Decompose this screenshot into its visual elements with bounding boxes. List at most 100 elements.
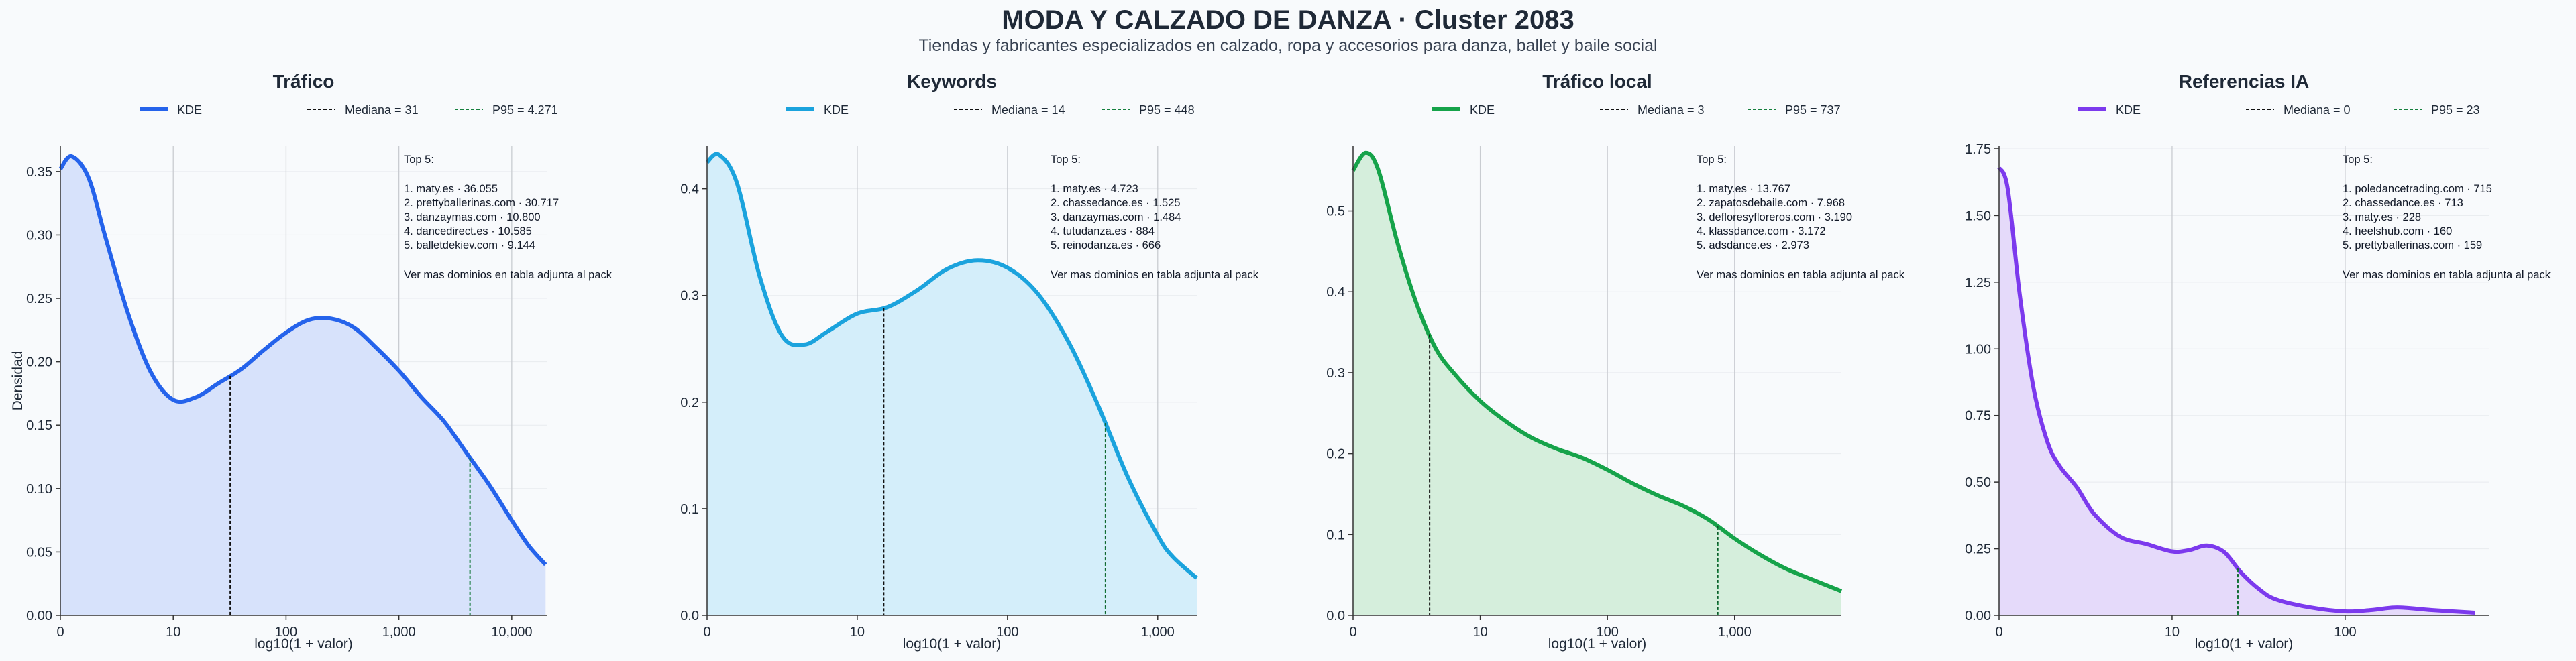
y-tick-label: 0.2	[680, 396, 699, 410]
x-tick-label: 0	[703, 625, 710, 640]
legend-kde-label: KDE	[1470, 103, 1495, 117]
annotation-item: 5. balletdekiev.com · 9.144	[404, 239, 535, 251]
x-tick-label: 10	[2165, 625, 2180, 640]
annotation-item: 4. tutudanza.es · 884	[1051, 225, 1155, 237]
annotation-item: 5. prettyballerinas.com · 159	[2343, 239, 2482, 251]
y-tick-label: 0.3	[1326, 366, 1345, 381]
x-tick-label: 10	[850, 625, 865, 640]
y-tick-label: 0.35	[26, 165, 52, 180]
annotation-footer: Ver mas dominios en tabla adjunta al pac…	[2343, 269, 2551, 281]
legend-median-label: Mediana = 0	[2284, 103, 2351, 117]
x-tick-label: 100	[1596, 625, 1618, 640]
annotation-item: 4. dancedirect.es · 10.585	[404, 225, 532, 237]
annotation-item: 2. zapatosdebaile.com · 7.968	[1697, 197, 1845, 209]
annotation-footer: Ver mas dominios en tabla adjunta al pac…	[1697, 269, 1905, 281]
x-axis-label: log10(1 + valor)	[254, 636, 353, 652]
annotation-item: 5. reinodanza.es · 666	[1051, 239, 1161, 251]
x-tick-label: 1,000	[1718, 625, 1752, 640]
y-tick-label: 0.25	[1965, 542, 1991, 557]
x-axis-label: log10(1 + valor)	[1548, 636, 1647, 652]
y-tick-label: 0.75	[1965, 409, 1991, 424]
y-tick-label: 0.0	[1326, 609, 1345, 623]
panel-title: Tráfico local	[1542, 71, 1652, 92]
annotation-item: 2. prettyballerinas.com · 30.717	[404, 197, 559, 209]
y-tick-label: 1.75	[1965, 142, 1991, 157]
annotation-item: 1. maty.es · 13.767	[1697, 183, 1790, 195]
legend-p95-label: P95 = 448	[1139, 103, 1195, 117]
annotation-footer: Ver mas dominios en tabla adjunta al pac…	[404, 269, 612, 281]
y-tick-label: 0.0	[680, 609, 699, 623]
x-tick-label: 1,000	[1141, 625, 1175, 640]
y-tick-label: 0.25	[26, 292, 52, 306]
y-axis-label: Densidad	[10, 351, 25, 411]
annotation-heading: Top 5:	[404, 154, 434, 166]
y-tick-label: 0.00	[1965, 609, 1991, 623]
chart-panel-2: Keywords KDE Mediana = 14 P95 = 448 0 10 100 1,…	[680, 71, 1259, 652]
y-tick-label: 0.20	[26, 355, 52, 370]
kde-line	[58, 154, 547, 566]
x-tick-label: 0	[56, 625, 64, 640]
kde-area	[1999, 167, 2475, 616]
y-tick-label: 1.00	[1965, 342, 1991, 357]
chart-panel-4: Referencias IA KDE Mediana = 0 P95 = 23 0 10 1…	[1965, 71, 2551, 652]
legend-median-label: Mediana = 31	[345, 103, 419, 117]
kde-line	[1997, 166, 2475, 615]
legend-p95-label: P95 = 4.271	[492, 103, 558, 117]
annotation-item: 3. danzaymas.com · 1.484	[1051, 211, 1181, 223]
annotation-item: 5. adsdance.es · 2.973	[1697, 239, 1809, 251]
x-axis-label: log10(1 + valor)	[903, 636, 1002, 652]
kde-area	[707, 154, 1197, 616]
page-title: MODA Y CALZADO DE DANZA · Cluster 2083	[1002, 5, 1574, 35]
annotation-item: 1. maty.es · 36.055	[404, 183, 498, 195]
y-tick-label: 0.10	[26, 482, 52, 497]
x-tick-label: 100	[275, 625, 297, 640]
chart-panel-3: Tráfico local KDE Mediana = 3 P95 = 737 0 10 1…	[1326, 71, 1905, 652]
x-tick-label: 1,000	[382, 625, 416, 640]
annotation-heading: Top 5:	[1697, 154, 1727, 166]
legend-p95-label: P95 = 737	[1785, 103, 1841, 117]
annotation-item: 2. chassedance.es · 713	[2343, 197, 2463, 209]
legend-kde-label: KDE	[177, 103, 202, 117]
annotation-heading: Top 5:	[2343, 154, 2373, 166]
annotation-item: 4. klassdance.com · 3.172	[1697, 225, 1826, 237]
x-tick-label: 0	[1349, 625, 1356, 640]
panel-title: Keywords	[907, 71, 997, 92]
y-tick-label: 0.2	[1326, 447, 1345, 462]
y-tick-label: 0.1	[1326, 528, 1345, 542]
x-tick-label: 10	[1472, 625, 1487, 640]
chart-panel-1: Tráfico KDE Mediana = 31 P95 = 4.271 0 10 100 1…	[10, 71, 612, 652]
y-tick-label: 1.25	[1965, 276, 1991, 290]
kde-area	[1353, 152, 1841, 615]
y-tick-label: 0.00	[26, 609, 52, 623]
annotation-item: 3. defloresyfloreros.com · 3.190	[1697, 211, 1852, 223]
y-tick-label: 1.50	[1965, 208, 1991, 223]
y-tick-label: 0.05	[26, 545, 52, 560]
x-tick-label: 0	[1995, 625, 2002, 640]
y-tick-label: 0.3	[680, 289, 699, 304]
x-axis-label: log10(1 + valor)	[2195, 636, 2294, 652]
legend-kde-label: KDE	[2116, 103, 2141, 117]
x-tick-label: 10,000	[491, 625, 532, 640]
annotation-footer: Ver mas dominios en tabla adjunta al pac…	[1051, 269, 1259, 281]
annotation-item: 3. danzaymas.com · 10.800	[404, 211, 541, 223]
kde-line	[1351, 150, 1843, 593]
y-tick-label: 0.15	[26, 418, 52, 433]
annotation-heading: Top 5:	[1051, 154, 1081, 166]
legend-median-label: Mediana = 14	[991, 103, 1065, 117]
panel-title: Tráfico	[273, 71, 335, 92]
x-tick-label: 100	[996, 625, 1018, 640]
y-tick-label: 0.4	[1326, 285, 1345, 300]
annotation-item: 1. poledancetrading.com · 715	[2343, 183, 2492, 195]
legend-median-label: Mediana = 3	[1638, 103, 1705, 117]
kde-line	[705, 152, 1198, 580]
y-tick-label: 0.4	[680, 182, 699, 197]
y-tick-label: 0.30	[26, 228, 52, 243]
y-tick-label: 0.50	[1965, 475, 1991, 490]
annotation-item: 4. heelshub.com · 160	[2343, 225, 2452, 237]
x-tick-label: 10	[166, 625, 180, 640]
y-tick-label: 0.5	[1326, 204, 1345, 219]
annotation-item: 2. chassedance.es · 1.525	[1051, 197, 1181, 209]
legend-p95-label: P95 = 23	[2431, 103, 2480, 117]
annotation-item: 3. maty.es · 228	[2343, 211, 2421, 223]
